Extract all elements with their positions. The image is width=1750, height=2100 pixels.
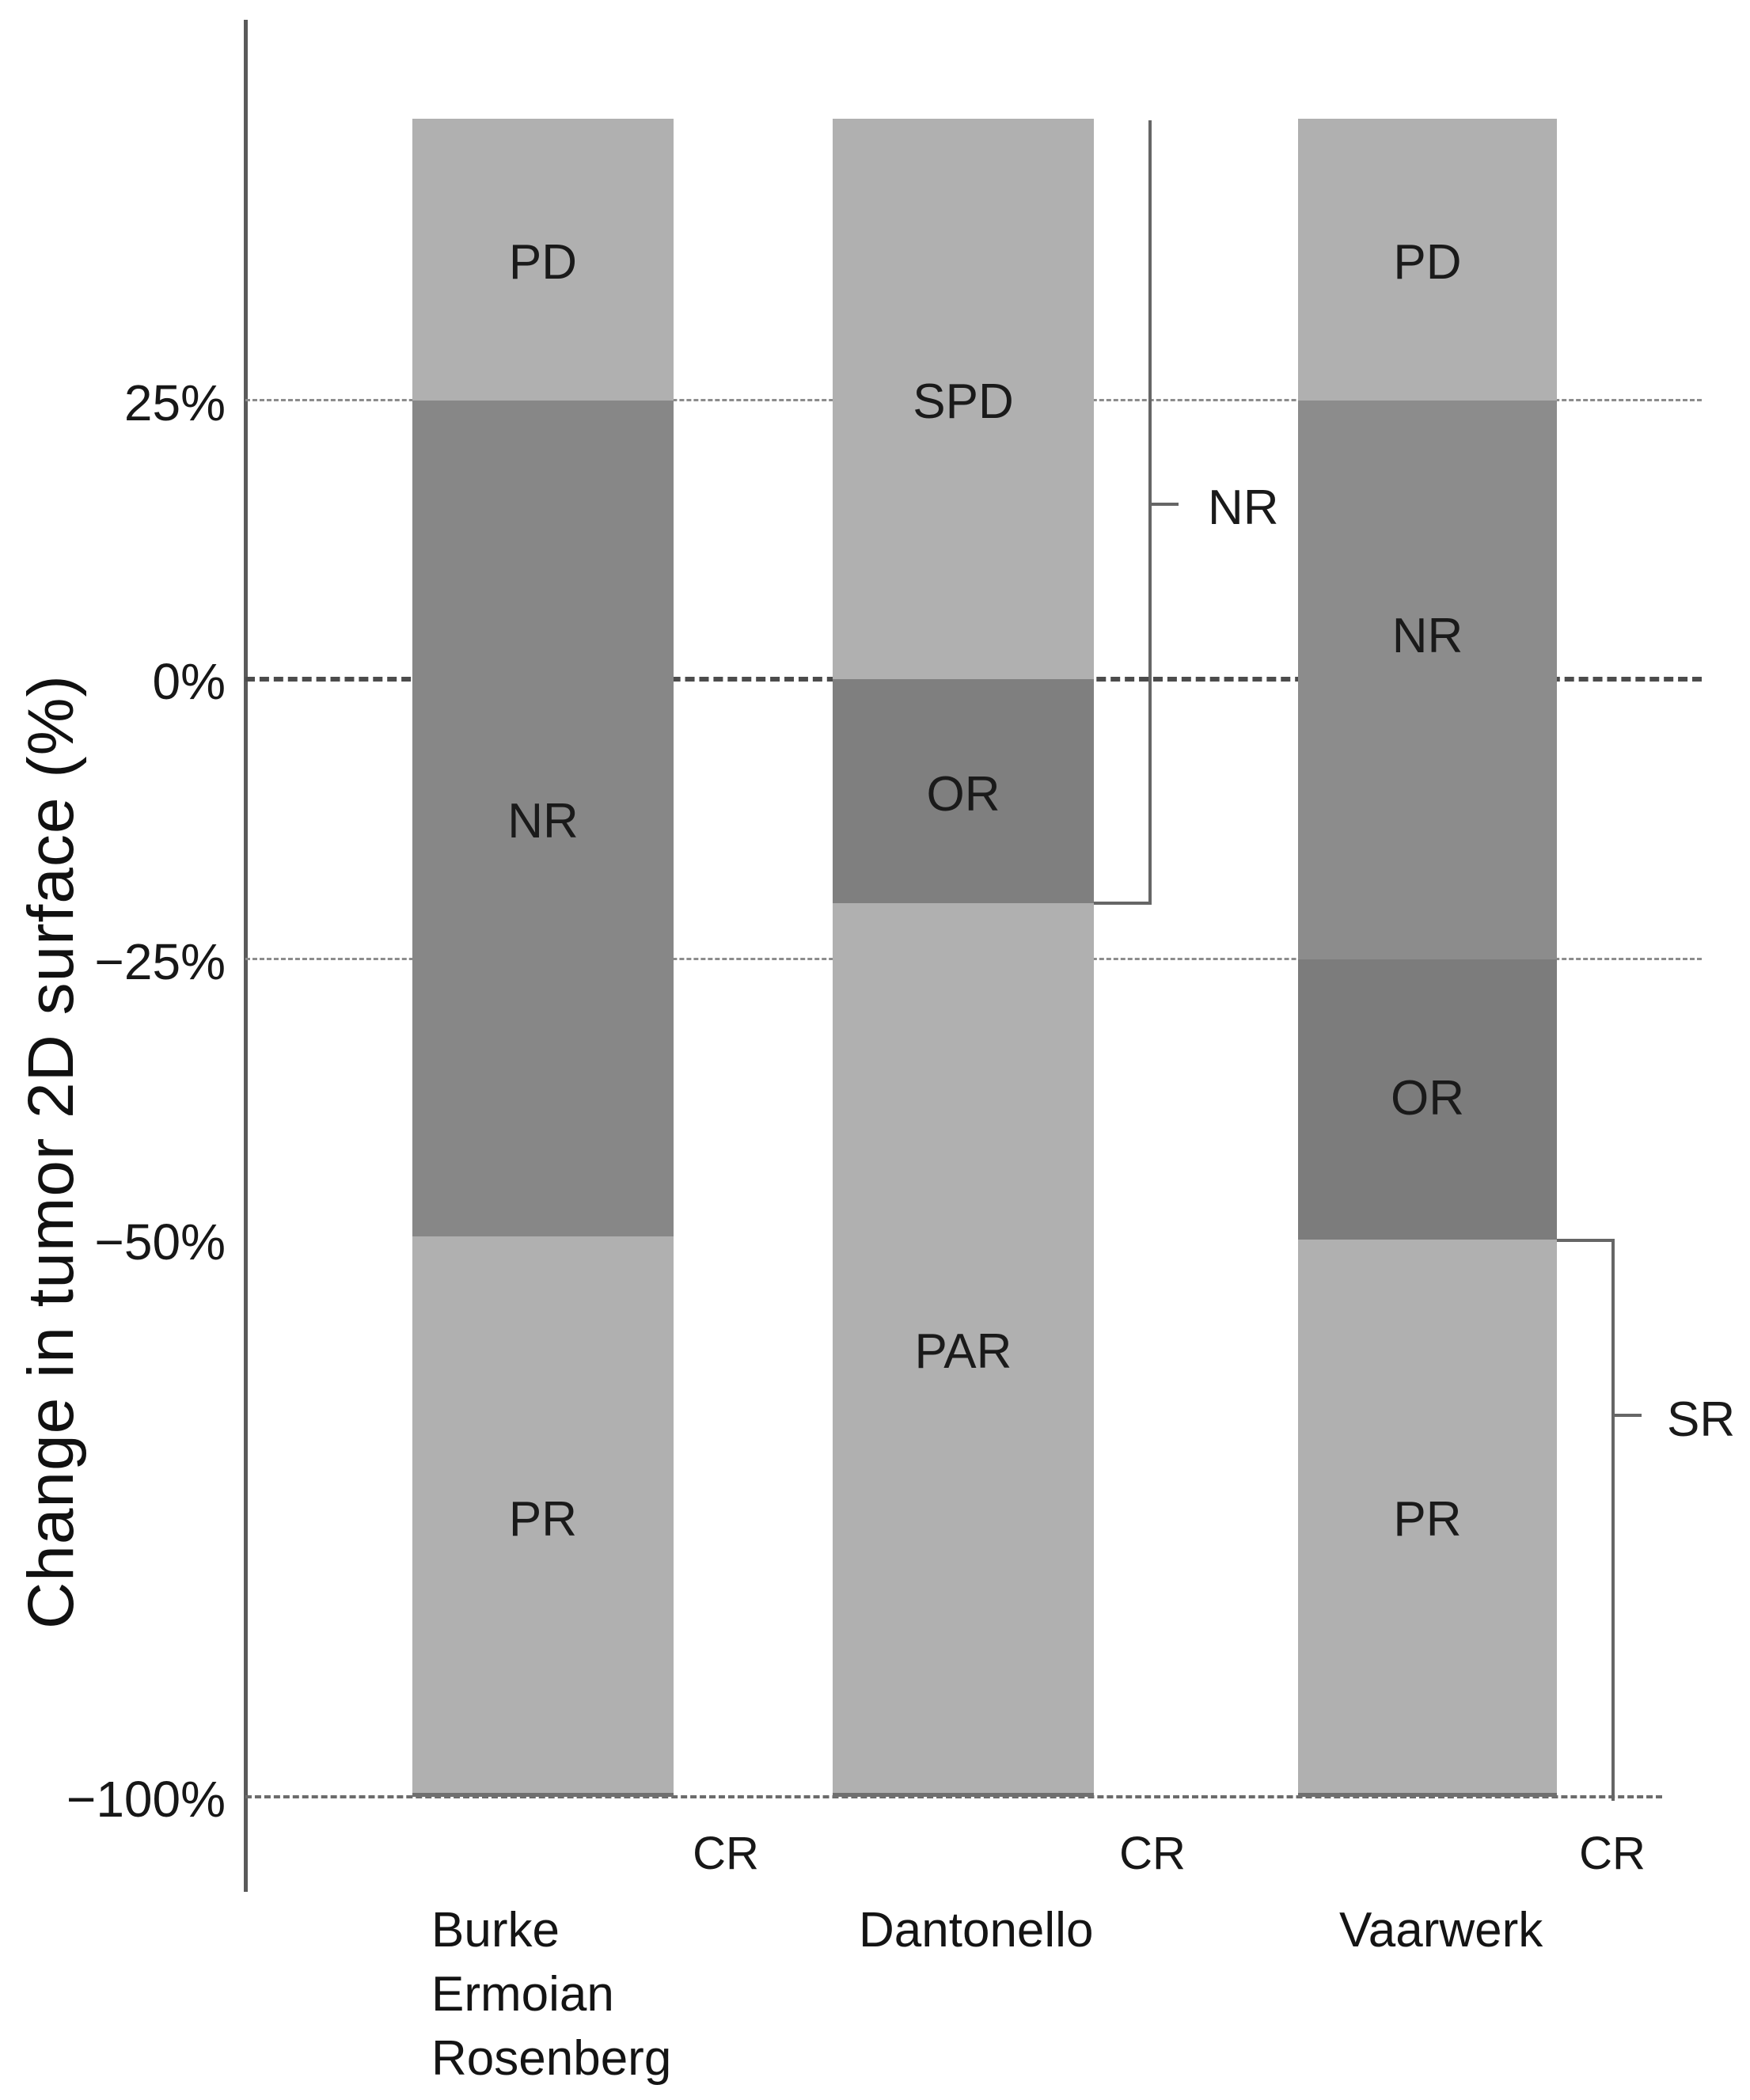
y-tick-label-0: 0% (152, 653, 226, 710)
sr-bracket-tick (1615, 1414, 1642, 1417)
cr-label-burke: CR (693, 1828, 759, 1879)
bar-dantonello-segment-par (833, 903, 1094, 1797)
x-label-line: Rosenberg (431, 2031, 672, 2086)
nr-bracket-label: NR (1208, 480, 1279, 535)
segment-label-spd: SPD (913, 374, 1014, 429)
x-label-line: Ermoian (431, 1967, 614, 2022)
y-tick-label-minus50: −50% (94, 1213, 226, 1270)
gridline-minus100-percent (245, 1795, 1662, 1798)
y-tick-label-minus25: −25% (94, 933, 226, 990)
y-tick-label-minus100: −100% (66, 1771, 226, 1828)
y-axis-title: Change in tumor 2D surface (%) (15, 674, 87, 1629)
bar-dantonello-segment-spd (833, 119, 1094, 679)
bar-burke-segment-pr (412, 1236, 674, 1797)
segment-label-or: OR (926, 767, 1000, 822)
segment-label-or: OR (1391, 1071, 1464, 1126)
segment-label-nr: NR (1391, 609, 1463, 663)
x-label-dantonello: Dantonello (859, 1903, 1094, 1958)
y-tick-label-25: 25% (123, 374, 226, 431)
bar-vaarwerk-segment-pd (1298, 119, 1557, 401)
x-label-vaarwerk: Vaarwerk (1339, 1903, 1543, 1958)
bar-vaarwerk-segment-pr (1298, 1240, 1557, 1797)
nr-bracket-bottom-foot (1094, 902, 1152, 905)
bar-vaarwerk-segment-nr (1298, 401, 1557, 959)
sr-bracket-top-foot (1557, 1239, 1615, 1242)
x-label-line: Burke (431, 1903, 560, 1958)
nr-bracket-vertical-line (1148, 120, 1152, 905)
segment-label-pr: PR (1393, 1492, 1462, 1547)
cr-label-vaarwerk: CR (1579, 1828, 1646, 1879)
bar-burke-segment-pd (412, 119, 674, 401)
bar-vaarwerk-segment-or (1298, 959, 1557, 1240)
y-axis-line (244, 20, 248, 1892)
segment-label-pr: PR (508, 1492, 578, 1547)
sr-bracket-label: SR (1667, 1392, 1736, 1447)
bar-dantonello-segment-or (833, 679, 1094, 903)
segment-label-par: PAR (914, 1324, 1012, 1379)
x-label-burke-ermoian-rosenberg: Burke Ermoian Rosenberg (431, 1898, 671, 2091)
bar-burke-segment-nr (412, 401, 674, 1236)
segment-label-nr: NR (507, 794, 579, 849)
nr-bracket-tick (1152, 503, 1179, 506)
sr-bracket-vertical-line (1611, 1239, 1615, 1801)
segment-label-pd: PD (1393, 235, 1462, 290)
cr-label-dantonello: CR (1119, 1828, 1186, 1879)
segment-label-pd: PD (508, 235, 578, 290)
